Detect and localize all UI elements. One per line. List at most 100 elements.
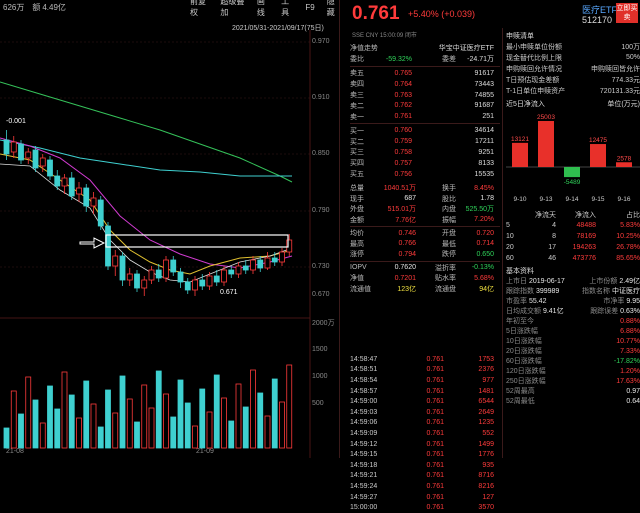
bid-row[interactable]: 买二 0.759 17211 <box>350 136 500 147</box>
tick-volume: 1499 <box>478 440 494 448</box>
tick-row: 14:59:21 0.761 8716 <box>350 471 500 482</box>
bid-row[interactable]: 买一 0.760 34614 <box>350 125 500 136</box>
stat-value: 515.01万 <box>387 206 416 214</box>
stat-row: 均价 0.746 开盘 0.720 <box>350 228 500 239</box>
basic-label: 市净率 <box>603 298 627 305</box>
stat-row: 净值 0.7201 贴水率 5.68% <box>350 273 500 284</box>
toolbar-draw[interactable]: 画线 <box>256 0 265 17</box>
toolbar-f9[interactable]: F9 <box>305 2 315 12</box>
toolbar-hide[interactable]: 隐藏 <box>326 0 335 17</box>
stat-value: -0.13% <box>471 264 494 272</box>
stat-label: 股比 <box>442 195 456 203</box>
section-title: 基本资料 <box>506 267 534 275</box>
perf-row: 10日涨跌幅 10.77% <box>506 336 640 346</box>
basic-value: 中证医疗 <box>612 288 640 295</box>
level-price: 0.757 <box>394 159 412 167</box>
trade-button[interactable]: 立即买卖 <box>616 3 638 23</box>
basic-info: 上市日 2019-06-17 上市份额 2.49亿 跟踪指数 399989 指数名称 … <box>506 276 640 316</box>
sub-label: T日预估现金差额 <box>506 76 560 84</box>
perf-label: 年初至今 <box>506 318 534 325</box>
low-label: 0.671 <box>220 289 238 296</box>
tick-volume: 977 <box>482 376 494 384</box>
candle <box>192 279 198 291</box>
level-label: 买二 <box>350 138 364 146</box>
ask-row[interactable]: 卖一 0.761 251 <box>350 111 500 122</box>
ask-row[interactable]: 卖二 0.762 91687 <box>350 100 500 111</box>
candle <box>3 139 10 155</box>
level-label: 卖五 <box>350 70 364 78</box>
toolbar-overlay[interactable]: 超级叠加 <box>220 0 245 17</box>
stat-label: 金额 <box>350 216 364 224</box>
bid-row[interactable]: 买四 0.757 8133 <box>350 158 500 169</box>
section-title: 近5日净流入 <box>506 100 545 108</box>
quote-panel: 0.761 +5.40% (+0.039) 医疗ETF 512170 立即买卖 … <box>350 0 640 511</box>
basic-title: 基本资料 <box>506 265 640 276</box>
volume-bars <box>3 364 293 449</box>
volume-bar <box>235 383 242 449</box>
y-label: 0.730 <box>312 263 330 270</box>
bid-row[interactable]: 买五 0.756 15535 <box>350 169 500 180</box>
tick-price: 0.761 <box>426 387 444 395</box>
stat-row: 流通值 123亿 流通盘 94亿 <box>350 284 500 295</box>
ask-row[interactable]: 卖四 0.764 73443 <box>350 79 500 90</box>
nav-trend-label[interactable]: 净值走势 <box>350 45 378 53</box>
kline-panel[interactable]: 626万 额 4.49亿 前复权 超级叠加 画线 工具 F9 隐藏 2021/0… <box>0 0 340 458</box>
flow-count: 46 <box>548 255 556 262</box>
candle <box>235 265 242 275</box>
date-range: 2021/05/31-2021/09/17(75日) <box>232 25 324 32</box>
divider <box>350 260 500 262</box>
ask-row[interactable]: 卖五 0.765 91617 <box>350 68 500 79</box>
tick-price: 0.761 <box>426 493 444 501</box>
level-volume: 74855 <box>474 91 494 99</box>
candle <box>213 275 220 283</box>
flow-bar <box>590 144 606 167</box>
order-book: 净值走势 华宝中证医疗ETF 委比 -59.32% 委差 -24.71万 卖五 0… <box>350 43 500 180</box>
stat-row: IOPV 0.7620 溢折率 -0.13% <box>350 263 500 274</box>
flow-table-row: 60 46 473776 85.65% <box>506 253 640 264</box>
flow-col-header: 净流天 <box>535 211 556 219</box>
toolbar-tools[interactable]: 工具 <box>281 0 290 17</box>
level-label: 卖三 <box>350 92 364 99</box>
ratio-value: -59.32% <box>385 55 412 63</box>
tick-list[interactable]: 14:58:47 0.761 1753 14:58:51 0.761 2376 14:58:… <box>350 354 500 513</box>
candle <box>141 279 148 289</box>
basic-label: 指数名称 <box>582 288 612 295</box>
stat-label: 换手 <box>442 185 456 193</box>
perf-value: 0.64 <box>626 397 640 405</box>
subscription-title: 申赎清单 <box>506 30 640 41</box>
perf-row: 20日涨跌幅 7.33% <box>506 346 640 356</box>
flow-days: 5 <box>506 222 510 229</box>
candle <box>170 259 177 273</box>
tick-time: 14:59:03 <box>350 408 378 416</box>
flow-days: 20 <box>506 244 514 251</box>
stat-label: 涨停 <box>350 251 364 259</box>
candle <box>90 197 97 207</box>
volume-bar <box>155 370 162 449</box>
level-volume: 17211 <box>475 138 494 146</box>
toolbar-adjust[interactable]: 前复权 <box>190 0 206 17</box>
volume-bar <box>105 389 111 449</box>
bid-row[interactable]: 买三 0.758 9251 <box>350 147 500 158</box>
basic-label: 市盈率 <box>506 298 529 305</box>
stat-label: IOPV <box>350 264 367 272</box>
stat-value: 687 <box>404 195 416 203</box>
orderbook-row: 委比 -59.32% 委差 -24.71万 <box>350 54 500 65</box>
volume-bar <box>126 398 133 449</box>
candle <box>126 273 133 281</box>
basic-value: 0.63% <box>620 308 640 315</box>
level-label: 卖二 <box>350 102 364 110</box>
candle <box>206 275 213 287</box>
flow-header: 近5日净流入 单位(万元) <box>506 98 640 109</box>
orderbook-row: 净值走势 华宝中证医疗ETF <box>350 43 500 54</box>
tick-time: 14:59:00 <box>350 398 378 406</box>
volume-bar <box>271 378 278 449</box>
stat-value: 1040.51万 <box>383 185 416 193</box>
ask-row[interactable]: 卖三 0.763 74855 <box>350 90 500 101</box>
vol-label: 1000 <box>312 373 328 380</box>
security-name[interactable]: 医疗ETF <box>582 5 617 15</box>
basic-row: 日均成交额 9.41亿 跟踪误差 0.63% <box>506 306 640 316</box>
ratio-label: 委比 <box>350 56 364 64</box>
flow-ratio: 10.25% <box>616 233 640 240</box>
stat-row: 最高 0.766 最低 0.714 <box>350 239 500 250</box>
tick-time: 14:59:09 <box>350 429 378 437</box>
